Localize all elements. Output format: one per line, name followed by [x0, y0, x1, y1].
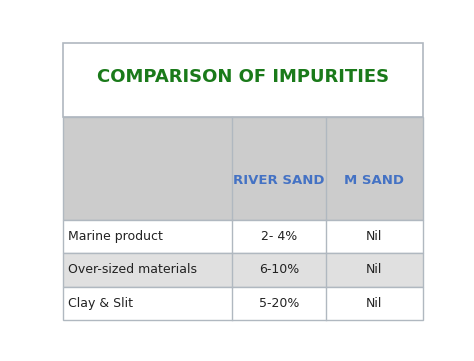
Text: COMPARISON OF IMPURITIES: COMPARISON OF IMPURITIES — [97, 68, 389, 86]
Bar — [63, 220, 423, 253]
Text: 2- 4%: 2- 4% — [261, 230, 297, 243]
Text: Marine product: Marine product — [68, 230, 164, 243]
Text: 6-10%: 6-10% — [259, 264, 299, 277]
Text: Nil: Nil — [366, 264, 383, 277]
Text: 5-20%: 5-20% — [259, 297, 299, 310]
Bar — [63, 43, 423, 117]
Bar — [63, 253, 423, 287]
Bar — [63, 287, 423, 320]
Bar — [63, 287, 423, 320]
Text: RIVER SAND: RIVER SAND — [233, 174, 325, 187]
Text: Nil: Nil — [366, 230, 383, 243]
Text: Nil: Nil — [366, 297, 383, 310]
Bar — [63, 220, 423, 253]
Text: Over-sized materials: Over-sized materials — [68, 264, 198, 277]
Text: Clay & Slit: Clay & Slit — [68, 297, 134, 310]
Text: M SAND: M SAND — [344, 174, 404, 187]
Bar — [63, 253, 423, 287]
Bar — [63, 117, 423, 220]
Bar — [63, 117, 423, 220]
